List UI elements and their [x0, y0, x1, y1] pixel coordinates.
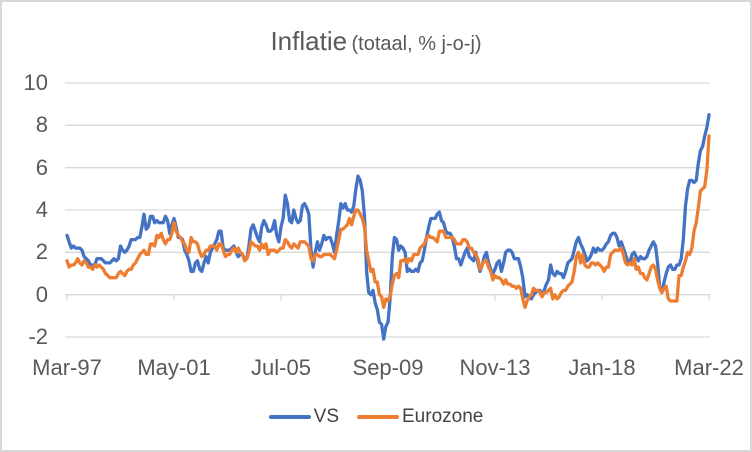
x-axis-label: Mar-97	[32, 355, 102, 380]
legend-label-vs: VS	[313, 406, 339, 427]
x-axis-label: Sep-09	[352, 355, 424, 380]
vs-line-swatch	[268, 414, 311, 420]
series-line-vs	[65, 113, 711, 341]
y-axis-label: 4	[35, 197, 48, 222]
eurozone-line-swatch	[357, 414, 399, 420]
x-axis-label: Mar-22	[674, 355, 744, 380]
y-axis-label: 6	[35, 155, 48, 180]
y-axis-label: 0	[35, 282, 48, 307]
y-axis-label: 2	[35, 239, 48, 264]
y-axis-label: 10	[23, 70, 48, 95]
x-axis-label: Jan-18	[568, 355, 636, 380]
chart-title-subtext: (totaal, % j-o-j)	[351, 33, 482, 55]
legend-label-eurozone: Eurozone	[402, 406, 484, 427]
legend-item-vs: VS	[268, 406, 339, 428]
legend-item-eurozone: Eurozone	[357, 406, 483, 428]
y-axis-label: -2	[28, 324, 48, 349]
chart-title: Inflatie (totaal, % j-o-j)	[2, 26, 750, 57]
x-axis-label: May-01	[137, 355, 211, 380]
x-axis-label: Jul-05	[251, 355, 311, 380]
x-axis-label: Nov-13	[459, 355, 531, 380]
series-line-eurozone	[65, 134, 711, 310]
legend: VS Eurozone	[2, 404, 750, 430]
chart-title-text: Inflatie	[270, 26, 348, 56]
y-axis-label: 8	[35, 112, 48, 137]
